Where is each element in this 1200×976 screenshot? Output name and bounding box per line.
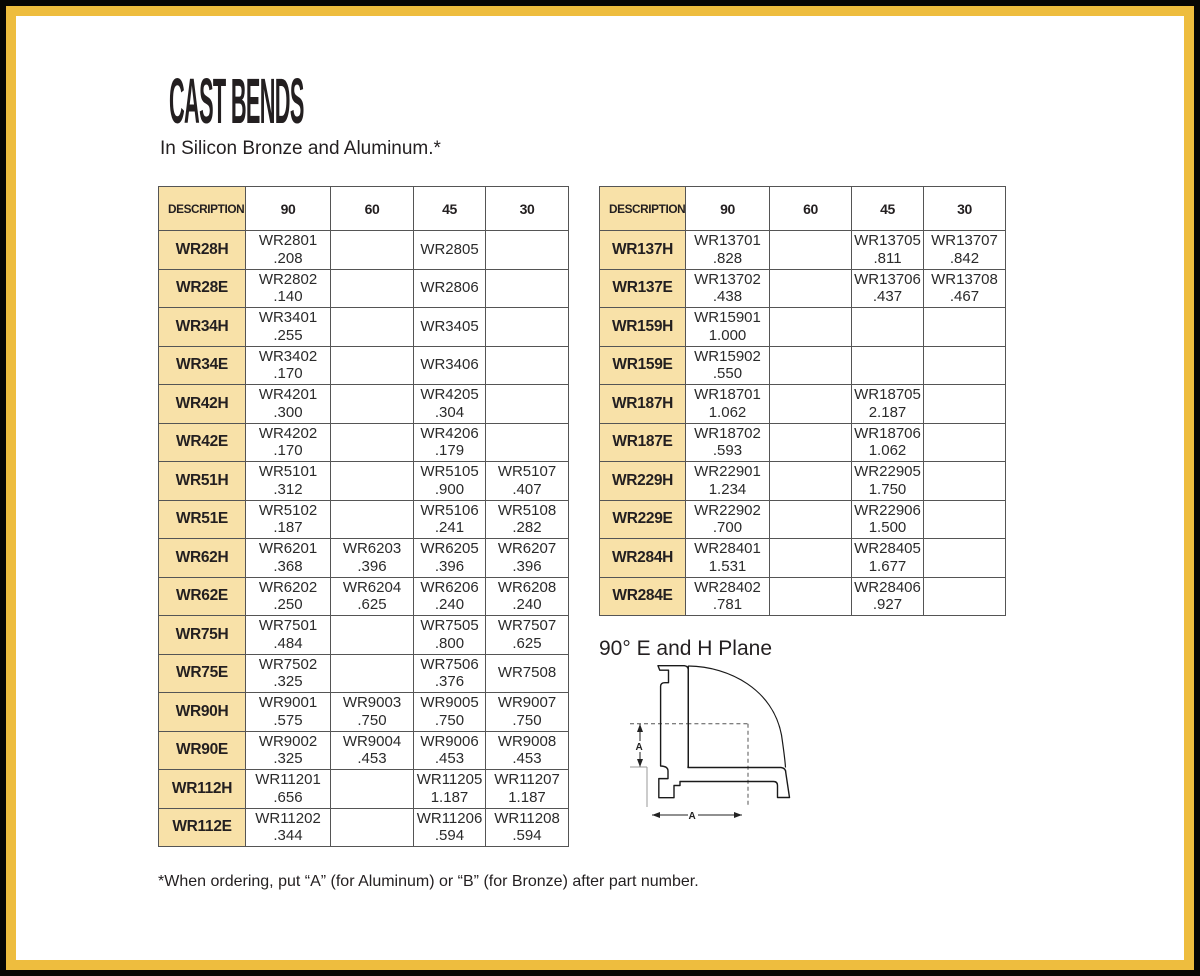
svg-text:A: A: [689, 811, 696, 822]
svg-text:A: A: [636, 742, 643, 753]
